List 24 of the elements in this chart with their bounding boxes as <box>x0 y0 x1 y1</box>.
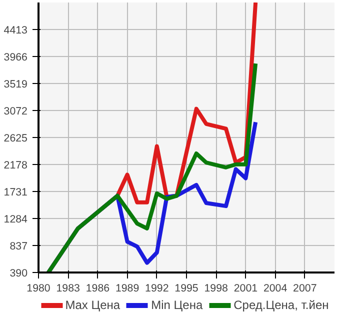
x-tick-label: 1983 <box>56 282 80 294</box>
x-tick-label: 2004 <box>263 282 288 294</box>
y-tick-label: 3519 <box>4 78 28 90</box>
y-tick-label: 837 <box>10 240 28 252</box>
y-tick-label: 390 <box>10 268 28 280</box>
legend-label: Min Цена <box>151 298 203 312</box>
x-tick-label: 1992 <box>145 282 169 294</box>
y-tick-label: 2625 <box>4 132 28 144</box>
y-tick-label: 1284 <box>4 214 28 226</box>
legend-label: Сред.Цена, т.йен <box>234 298 329 312</box>
x-tick-label: 1998 <box>204 282 228 294</box>
y-tick-label: 3072 <box>4 106 28 118</box>
line-series <box>46 62 258 272</box>
y-tick-label: 4413 <box>4 24 28 36</box>
y-tick-label: 2178 <box>4 160 28 172</box>
x-tick-label: 1995 <box>174 282 198 294</box>
x-tick-label: 2001 <box>234 282 258 294</box>
y-tick-label: 3966 <box>4 52 28 64</box>
x-tick-label: 1980 <box>26 282 50 294</box>
x-tick-label: 1989 <box>115 282 140 294</box>
legend-label: Max Цена <box>65 298 120 312</box>
y-tick-label: 1731 <box>4 186 28 198</box>
x-tick-label: 1986 <box>86 282 110 294</box>
x-tick-label: 2007 <box>293 282 317 294</box>
